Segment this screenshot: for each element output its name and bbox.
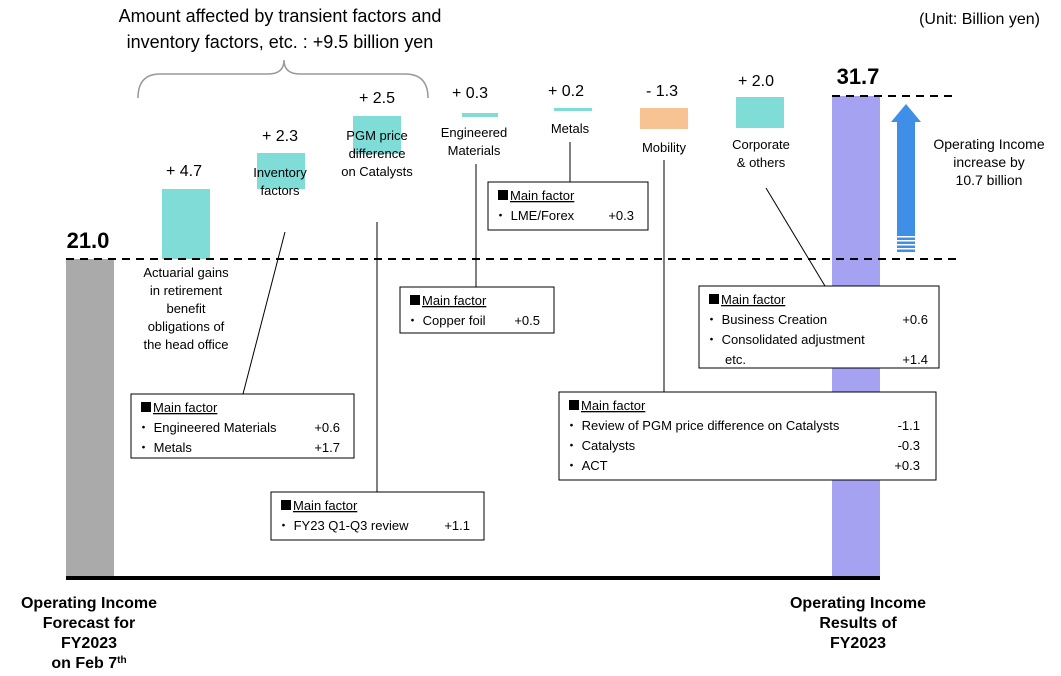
factor-row-label: ・ Consolidated adjustment bbox=[705, 332, 865, 347]
increase-note-text: Operating Income bbox=[933, 136, 1044, 152]
step-value-label: + 2.5 bbox=[359, 90, 395, 107]
factor-row-label: ・ Catalysts bbox=[565, 438, 636, 453]
factor-box-marker bbox=[410, 295, 420, 305]
end-label-line: FY2023 bbox=[830, 635, 886, 652]
transient-note-line2: inventory factors, etc. : +9.5 billion y… bbox=[127, 32, 434, 52]
factor-row-value: +0.3 bbox=[608, 208, 634, 223]
factor-box bbox=[399, 286, 555, 334]
factor-box-marker bbox=[569, 400, 579, 410]
step-name-label: Engineered bbox=[441, 125, 508, 140]
factor-box-marker bbox=[498, 190, 508, 200]
step-name-label: Corporate bbox=[732, 137, 790, 152]
factor-box bbox=[270, 491, 485, 541]
step-bar bbox=[554, 108, 592, 111]
increase-note-text: increase by bbox=[953, 154, 1025, 170]
step-name-label: Mobility bbox=[642, 140, 687, 155]
factor-row-value: -1.1 bbox=[898, 418, 920, 433]
step-bar bbox=[257, 153, 305, 189]
factor-row-value: +1.1 bbox=[444, 518, 470, 533]
unit-label: (Unit: Billion yen) bbox=[919, 11, 1040, 28]
step-bar bbox=[640, 108, 688, 129]
factor-box-title: Main factor bbox=[721, 292, 786, 307]
factor-box-title: Main factor bbox=[293, 498, 358, 513]
start-value-label: 21.0 bbox=[67, 228, 110, 253]
factor-row-label: ・ FY23 Q1-Q3 review bbox=[277, 518, 409, 533]
factor-box-marker bbox=[709, 294, 719, 304]
factor-row-value: +1.7 bbox=[314, 440, 340, 455]
factor-row-label: ・ Review of PGM price difference on Cata… bbox=[565, 418, 840, 433]
step-value-label: - 1.3 bbox=[646, 83, 678, 100]
step-value-label: + 2.3 bbox=[262, 128, 298, 145]
end-value-label: 31.7 bbox=[837, 64, 880, 89]
factor-row-value: -0.3 bbox=[898, 438, 920, 453]
factor-row-label: ・ Metals bbox=[137, 440, 192, 455]
step-value-label: + 0.2 bbox=[548, 83, 584, 100]
step-name-label: on Catalysts bbox=[341, 164, 413, 179]
start-bar bbox=[66, 259, 114, 578]
increase-arrow-stripe bbox=[897, 248, 915, 250]
step-value-label: + 0.3 bbox=[452, 85, 488, 102]
increase-arrow-head bbox=[891, 104, 921, 122]
factor-box-marker bbox=[281, 500, 291, 510]
factor-row-label: ・ Copper foil bbox=[406, 313, 486, 328]
increase-arrow-stripe bbox=[897, 236, 915, 238]
step-name-label: factors bbox=[260, 183, 300, 198]
step-bar bbox=[353, 116, 401, 154]
factor-box bbox=[698, 285, 940, 369]
factor-row-label: ・ LME/Forex bbox=[494, 208, 575, 223]
step-bar bbox=[462, 113, 498, 117]
step-name-label: PGM price bbox=[346, 128, 407, 143]
end-label-line: Results of bbox=[819, 615, 897, 632]
start-label-line: Operating Income bbox=[21, 595, 157, 612]
step-name-label: Actuarial gains bbox=[143, 265, 229, 280]
step-bar bbox=[162, 189, 210, 259]
transient-note-line1: Amount affected by transient factors and bbox=[119, 6, 442, 26]
text-layer: Operating Income increase by 10.7 billion A… bbox=[21, 6, 1045, 672]
step-bar bbox=[736, 97, 784, 128]
factor-row-label: etc. bbox=[725, 352, 746, 367]
step-name-label: difference bbox=[349, 146, 406, 161]
step-name-label: & others bbox=[737, 155, 786, 170]
step-name-label: Metals bbox=[551, 121, 590, 136]
step-name-label: obligations of bbox=[148, 319, 225, 334]
transient-brace bbox=[137, 59, 429, 99]
factor-box-title: Main factor bbox=[153, 400, 218, 415]
factor-box-title: Main factor bbox=[581, 398, 646, 413]
increase-arrow-shaft bbox=[897, 118, 915, 252]
factor-box bbox=[487, 181, 649, 231]
step-name-label: the head office bbox=[143, 337, 228, 352]
factor-row-label: ・ Engineered Materials bbox=[137, 420, 277, 435]
step-name-label: Inventory bbox=[253, 165, 307, 180]
increase-arrow-stripe bbox=[897, 244, 915, 246]
start-label-line: FY2023 bbox=[61, 635, 117, 652]
factor-row-label: ・ Business Creation bbox=[705, 312, 827, 327]
step-name-label: Materials bbox=[448, 143, 501, 158]
end-label-line: Operating Income bbox=[790, 595, 926, 612]
factor-row-value: +0.3 bbox=[894, 458, 920, 473]
step-value-label: + 2.0 bbox=[738, 73, 774, 90]
leader-line bbox=[765, 187, 826, 287]
factor-box bbox=[130, 393, 355, 459]
increase-arrow-stripe bbox=[897, 240, 915, 242]
factor-row-label: ・ ACT bbox=[565, 458, 608, 473]
step-value-label: + 4.7 bbox=[166, 163, 202, 180]
step-name-label: in retirement bbox=[150, 283, 223, 298]
factor-box bbox=[558, 391, 937, 481]
factor-row-value: +0.6 bbox=[314, 420, 340, 435]
bars-layer bbox=[66, 96, 940, 578]
start-label-line: on Feb 7th bbox=[51, 655, 126, 673]
factor-box-title: Main factor bbox=[510, 188, 575, 203]
factor-row-value: +1.4 bbox=[902, 352, 928, 367]
leader-line bbox=[242, 231, 286, 395]
lines-layer bbox=[66, 59, 958, 580]
factor-row-value: +0.6 bbox=[902, 312, 928, 327]
factor-box-marker bbox=[141, 402, 151, 412]
factor-row-value: +0.5 bbox=[514, 313, 540, 328]
increase-note-text: 10.7 billion bbox=[956, 172, 1023, 188]
start-label-line: Forecast for bbox=[43, 615, 135, 632]
step-name-label: benefit bbox=[166, 301, 205, 316]
factor-box-title: Main factor bbox=[422, 293, 487, 308]
start-label-sup: th bbox=[117, 655, 126, 666]
